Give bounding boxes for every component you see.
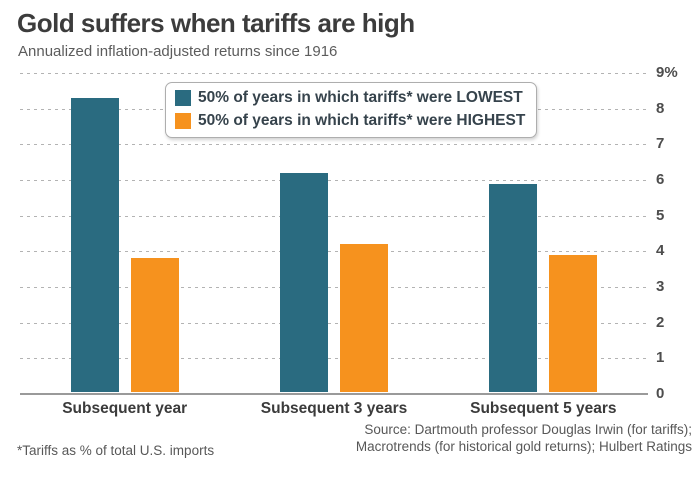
plot-area: 0 1 2 3 4 5 6 7 8 9% 50% of years in which tariff… [20,64,678,402]
legend: 50% of years in which tariffs* were LOWE… [165,82,538,138]
legend-swatch-lowest [175,90,191,106]
gridline-2 [20,322,648,324]
bar-highest-subsequent-5-years [549,254,598,392]
legend-item-lowest: 50% of years in which tariffs* were LOWE… [175,89,525,107]
gridline-9 [20,73,648,74]
legend-swatch-highest [175,113,191,129]
y-tick-label-2: 2 [656,313,665,331]
y-tick-label-5: 5 [656,206,665,224]
x-axis-label-subsequent-year: Subsequent year [62,400,188,417]
gridline-3 [20,287,648,288]
chart-title: Gold suffers when tariffs are high [17,8,415,38]
legend-item-highest: 50% of years in which tariffs* were HIGH… [175,112,525,130]
bar-highest-subsequent-3-years [340,244,388,392]
source-line-1: Source: Dartmouth professor Douglas Irwi… [364,422,692,437]
footnote: *Tariffs as % of total U.S. imports [17,443,215,458]
bar-lowest-subsequent-year [70,97,119,392]
source-line-2: Macrotrends (for historical gold returns… [355,439,692,454]
y-tick-label-6: 6 [656,171,665,188]
legend-label-lowest: 50% of years in which tariffs* were LOWE… [198,89,523,106]
legend-label-highest: 50% of years in which tariffs* were HIGH… [198,112,526,129]
gridline-1 [20,358,648,360]
y-tick-label-1: 1 [656,349,665,367]
bar-lowest-subsequent-5-years [489,183,538,392]
x-axis-label-subsequent-3-years: Subsequent 3 years [260,400,408,417]
y-tick-label-9: 9% [656,64,678,81]
y-tick-label-7: 7 [656,135,665,153]
x-axis-line [20,393,648,395]
source-credit: Source: Dartmouth professor Douglas Irwi… [356,421,692,455]
x-axis-label-subsequent-5-years: Subsequent 5 years [470,400,617,417]
bar-lowest-subsequent-3-years [280,172,328,392]
gridline-4 [20,251,648,253]
chart-subtitle: Annualized inflation-adjusted returns si… [18,43,338,60]
y-tick-label-8: 8 [656,99,665,117]
y-tick-label-0: 0 [656,385,665,402]
gridline-6 [20,180,648,181]
y-tick-label-3: 3 [656,278,665,295]
bar-highest-subsequent-year [130,258,179,392]
gridline-7 [20,144,648,146]
y-tick-label-4: 4 [656,242,665,260]
gridline-5 [20,215,648,217]
